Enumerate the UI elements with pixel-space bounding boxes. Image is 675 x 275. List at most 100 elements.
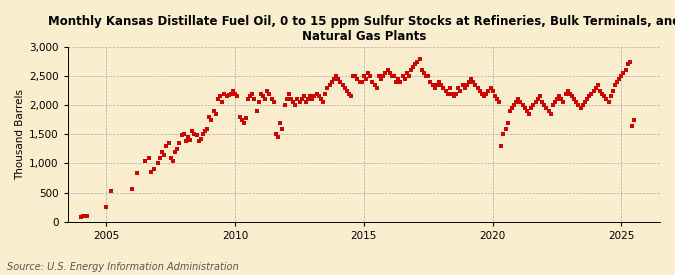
Point (475, 89, 485, 93)
Point (290, 103, 300, 108)
Point (187, 129, 198, 134)
Point (196, 137, 207, 141)
Point (358, 74, 369, 78)
Point (601, 97, 612, 101)
Point (82, 214, 92, 218)
Point (421, 74, 431, 78)
Title: Monthly Kansas Distillate Fuel Oil, 0 to 15 ppm Sulfur Stocks at Refineries, Bul: Monthly Kansas Distillate Fuel Oil, 0 to… (48, 15, 675, 43)
Point (76, 215, 86, 219)
Point (393, 77, 404, 81)
Point (397, 74, 408, 78)
Point (354, 80, 365, 84)
Point (342, 89, 352, 93)
Point (614, 77, 625, 81)
Point (340, 86, 350, 90)
Point (180, 139, 191, 144)
Point (493, 100, 504, 104)
Point (326, 80, 337, 84)
Point (277, 126, 288, 131)
Point (300, 100, 311, 104)
Point (245, 94, 256, 99)
Point (414, 56, 425, 61)
Point (412, 59, 423, 64)
Point (582, 97, 593, 101)
Point (344, 91, 354, 96)
Point (500, 126, 511, 131)
Point (464, 80, 475, 84)
Point (406, 68, 416, 72)
Point (202, 126, 213, 131)
Point (288, 100, 298, 104)
Point (209, 109, 219, 113)
Point (298, 94, 309, 99)
Point (258, 94, 269, 99)
Point (352, 77, 363, 81)
Point (395, 80, 406, 84)
Point (545, 112, 556, 116)
Point (616, 74, 627, 78)
Point (603, 100, 614, 104)
Point (506, 106, 517, 110)
Point (416, 68, 427, 72)
Point (495, 144, 506, 148)
Point (466, 77, 477, 81)
Point (408, 65, 418, 70)
Point (356, 80, 367, 84)
Point (558, 100, 569, 104)
Point (455, 89, 466, 93)
Point (560, 91, 571, 96)
Point (333, 77, 344, 81)
Point (221, 94, 232, 99)
Point (404, 74, 414, 78)
Point (526, 106, 537, 110)
Point (483, 89, 493, 93)
Point (608, 89, 618, 93)
Point (260, 97, 271, 101)
Point (206, 118, 217, 122)
Point (384, 71, 395, 75)
Point (170, 150, 181, 154)
Point (438, 86, 449, 90)
Point (515, 100, 526, 104)
Point (440, 89, 451, 93)
Point (165, 155, 176, 160)
Point (618, 71, 629, 75)
Point (146, 170, 157, 174)
Point (402, 71, 412, 75)
Point (511, 100, 522, 104)
Point (309, 94, 320, 99)
Point (324, 82, 335, 87)
Point (369, 82, 380, 87)
Point (551, 97, 562, 101)
Point (541, 106, 551, 110)
Point (599, 94, 610, 99)
Point (489, 94, 500, 99)
Point (204, 115, 215, 119)
Point (491, 97, 502, 101)
Point (444, 86, 455, 90)
Point (294, 100, 305, 104)
Point (264, 91, 275, 96)
Point (575, 106, 586, 110)
Point (292, 97, 303, 101)
Point (595, 89, 605, 93)
Point (447, 91, 458, 96)
Point (131, 171, 142, 175)
Point (153, 161, 163, 166)
Point (223, 92, 234, 97)
Point (217, 100, 227, 104)
Point (140, 158, 151, 163)
Point (498, 132, 509, 136)
Point (281, 97, 292, 101)
Point (172, 147, 183, 151)
Point (522, 109, 533, 113)
Point (322, 86, 333, 90)
Point (586, 91, 597, 96)
Point (539, 103, 549, 108)
Point (367, 80, 378, 84)
Point (286, 97, 296, 101)
Point (462, 82, 472, 87)
Point (311, 91, 322, 96)
Point (477, 91, 487, 96)
Point (434, 80, 445, 84)
